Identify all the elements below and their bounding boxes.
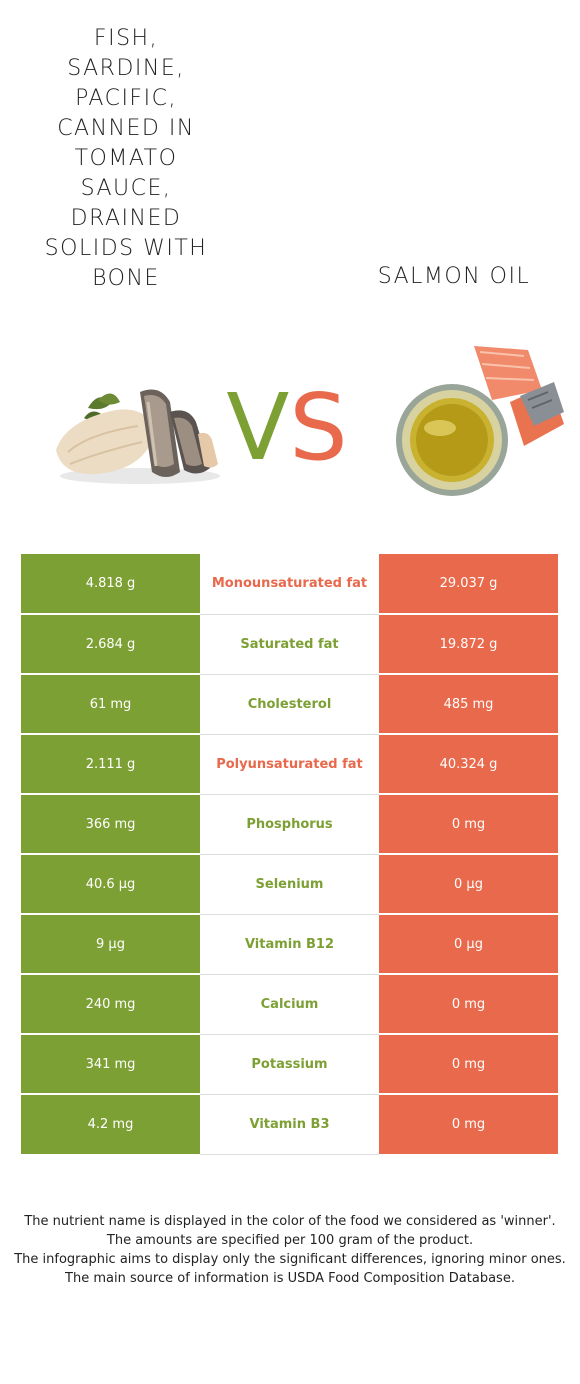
sardine-fish-image <box>56 389 220 484</box>
left-value: 341 mg <box>21 1034 200 1095</box>
footnote-per-100g: The amounts are specified per 100 gram o… <box>106 1233 474 1248</box>
right-value: 19.872 g <box>379 614 558 675</box>
left-value: 2.111 g <box>21 734 200 795</box>
nutrient-name: Cholesterol <box>200 674 379 735</box>
right-value: 0 mg <box>379 1034 558 1095</box>
right-value: 485 mg <box>379 674 558 735</box>
right-value: 29.037 g <box>379 554 558 615</box>
nutrient-name: Polyunsaturated fat <box>200 734 379 795</box>
footnote-significant-diff: The infographic aims to display only the… <box>14 1252 566 1267</box>
table-row: 240 mg Calcium 0 mg <box>21 974 558 1035</box>
table-row: 2.111 g Polyunsaturated fat 40.324 g <box>21 734 558 795</box>
left-value: 9 µg <box>21 914 200 975</box>
left-value: 4.2 mg <box>21 1094 200 1154</box>
left-value: 61 mg <box>21 674 200 735</box>
right-value: 0 mg <box>379 794 558 855</box>
right-food-title: SALMON OIL <box>377 264 531 289</box>
salmon-oil-bowl-image <box>396 346 564 496</box>
right-value: 0 mg <box>379 974 558 1035</box>
table-row: 341 mg Potassium 0 mg <box>21 1034 558 1095</box>
right-value: 0 µg <box>379 914 558 975</box>
footnote-data-source: The main source of information is USDA F… <box>65 1271 515 1286</box>
table-row: 2.684 g Saturated fat 19.872 g <box>21 614 558 675</box>
nutrient-name: Potassium <box>200 1034 379 1095</box>
table-row: 4.2 mg Vitamin B3 0 mg <box>21 1094 558 1155</box>
left-value: 2.684 g <box>21 614 200 675</box>
left-food-title: FISH, SARDINE, PACIFIC, CANNED IN TOMATO… <box>44 26 208 291</box>
left-value: 4.818 g <box>21 554 200 615</box>
comparison-table: 4.818 g Monounsaturated fat 29.037 g 2.684 … <box>21 554 558 1155</box>
left-value: 40.6 µg <box>21 854 200 915</box>
table-row: 40.6 µg Selenium 0 µg <box>21 854 558 915</box>
nutrient-name: Saturated fat <box>200 614 379 675</box>
table-row: 4.818 g Monounsaturated fat 29.037 g <box>21 554 558 615</box>
footnotes: The nutrient name is displayed in the co… <box>14 1212 566 1288</box>
left-value: 366 mg <box>21 794 200 855</box>
nutrient-name: Monounsaturated fat <box>200 554 379 615</box>
right-value: 40.324 g <box>379 734 558 795</box>
footnote-winner-color: The nutrient name is displayed in the co… <box>24 1214 556 1229</box>
nutrient-name: Vitamin B3 <box>200 1094 379 1155</box>
vs-letter-s: S <box>289 374 348 481</box>
table-row: 366 mg Phosphorus 0 mg <box>21 794 558 855</box>
nutrient-name: Phosphorus <box>200 794 379 855</box>
nutrient-name: Calcium <box>200 974 379 1035</box>
nutrient-name: Selenium <box>200 854 379 915</box>
table-row: 61 mg Cholesterol 485 mg <box>21 674 558 735</box>
table-row: 9 µg Vitamin B12 0 µg <box>21 914 558 975</box>
nutrient-name: Vitamin B12 <box>200 914 379 975</box>
left-value: 240 mg <box>21 974 200 1035</box>
right-value: 0 µg <box>379 854 558 915</box>
versus-label: VS <box>222 378 352 478</box>
right-value: 0 mg <box>379 1094 558 1154</box>
vs-letter-v: V <box>226 374 290 481</box>
